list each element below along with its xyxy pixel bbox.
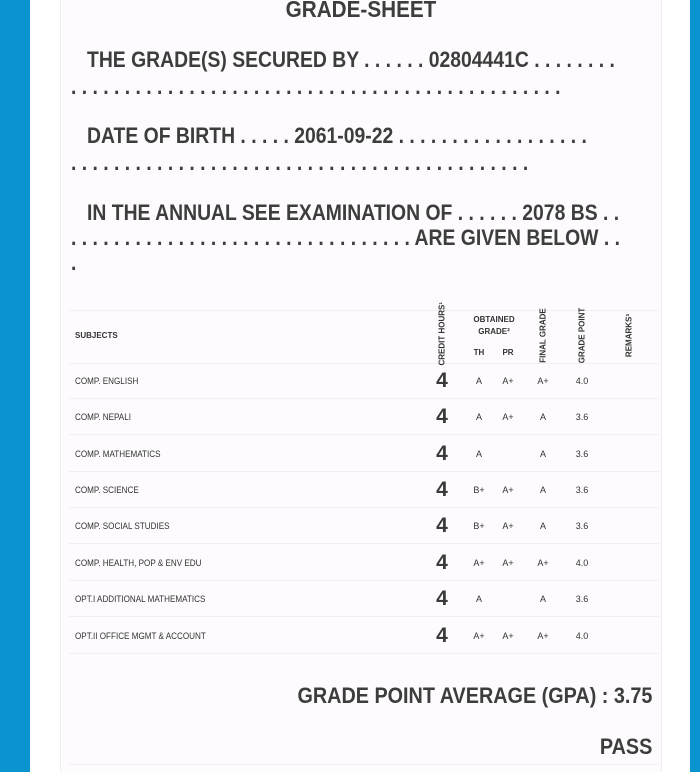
grade-point-cell: 3.6: [575, 593, 589, 604]
final-grade-cell: A: [539, 593, 546, 604]
grade-point-cell: 4.0: [575, 630, 589, 641]
theory-grade-cell: A: [475, 375, 482, 386]
theory-grade-cell: A+: [473, 557, 485, 568]
grade-point-cell: 4.0: [575, 557, 589, 568]
grade-point-cell: 3.6: [575, 411, 589, 422]
left-blue-border: [0, 0, 30, 772]
final-grade-cell: A+: [537, 557, 549, 568]
header-th: TH: [473, 348, 485, 357]
practical-grade-cell: [493, 436, 523, 471]
bottom-divider: [69, 764, 659, 765]
practical-grade-cell: [493, 581, 523, 616]
final-grade-cell: A: [539, 520, 546, 531]
grade-sheet-card: GRADE-SHEET THE GRADE(S) SECURED BY . . …: [60, 0, 662, 772]
theory-grade-cell: A: [475, 593, 482, 604]
credit-hours-cell: 4: [436, 550, 448, 574]
exam-line-1: IN THE ANNUAL SEE EXAMINATION OF . . . .…: [87, 200, 620, 225]
theory-grade-cell: B+: [473, 520, 485, 531]
exam-line-2: . . . . . . . . . . . . . . . . . . . . …: [71, 225, 620, 250]
final-grade-cell: A+: [537, 375, 549, 386]
final-grade-cell: A: [539, 484, 546, 495]
header-remarks: REMARKS³: [624, 313, 634, 358]
dob-line-1: DATE OF BIRTH . . . . . 2061-09-22 . . .…: [87, 123, 587, 148]
table-row: COMP. ENGLISH 4 A A+ A+ 4.0: [69, 363, 659, 399]
gpa-text: GRADE POINT AVERAGE (GPA) : 3.75: [297, 683, 652, 708]
subject-cell: COMP. NEPALI: [75, 411, 131, 422]
page-title: GRADE-SHEET: [285, 0, 437, 22]
theory-grade-cell: A: [475, 411, 482, 422]
table-row: COMP. SOCIAL STUDIES 4 B+ A+ A 3.6: [69, 508, 659, 544]
table-row: COMP. NEPALI 4 A A+ A 3.6: [69, 399, 659, 435]
header-credit-hours: CREDIT HOURS¹: [437, 301, 447, 366]
table-row: OPT.I ADDITIONAL MATHEMATICS 4 A A 3.6: [69, 581, 659, 617]
header-final-grade: FINAL GRADE: [538, 308, 548, 363]
header-grade-point: GRADE POINT: [577, 307, 587, 364]
grade-point-cell: 4.0: [575, 375, 589, 386]
theory-grade-cell: A: [475, 448, 482, 459]
theory-grade-cell: B+: [473, 484, 485, 495]
practical-grade-cell: A+: [502, 520, 514, 531]
table-row: COMP. HEALTH, POP & ENV EDU 4 A+ A+ A+ 4.0: [69, 545, 659, 581]
exam-line-3: .: [71, 250, 77, 275]
header-subjects: SUBJECTS: [75, 331, 118, 340]
table-row: COMP. MATHEMATICS 4 A A 3.6: [69, 436, 659, 472]
theory-grade-cell: A+: [473, 630, 485, 641]
subject-cell: COMP. SCIENCE: [75, 484, 139, 495]
practical-grade-cell: A+: [502, 557, 514, 568]
credit-hours-cell: 4: [436, 441, 448, 465]
grade-point-cell: 3.6: [575, 520, 589, 531]
practical-grade-cell: A+: [502, 375, 514, 386]
practical-grade-cell: A+: [502, 484, 514, 495]
result-text: PASS: [599, 734, 652, 759]
subject-cell: OPT.I ADDITIONAL MATHEMATICS: [75, 593, 206, 604]
secured-by-line-2: . . . . . . . . . . . . . . . . . . . . …: [71, 74, 561, 99]
credit-hours-cell: 4: [436, 404, 448, 428]
subject-cell: COMP. ENGLISH: [75, 375, 139, 386]
credit-hours-cell: 4: [436, 368, 448, 392]
table-row: OPT.II OFFICE MGMT & ACCOUNT 4 A+ A+ A+ 4.0: [69, 618, 659, 654]
practical-grade-cell: A+: [502, 411, 514, 422]
subject-cell: OPT.II OFFICE MGMT & ACCOUNT: [75, 630, 206, 641]
grade-point-cell: 3.6: [575, 484, 589, 495]
subject-cell: COMP. HEALTH, POP & ENV EDU: [75, 557, 202, 568]
secured-by-line-1: THE GRADE(S) SECURED BY . . . . . . 0280…: [87, 47, 615, 72]
dob-line-2: . . . . . . . . . . . . . . . . . . . . …: [71, 150, 529, 175]
subject-cell: COMP. SOCIAL STUDIES: [75, 520, 170, 531]
subject-cell: COMP. MATHEMATICS: [75, 448, 161, 459]
header-pr: PR: [502, 348, 514, 357]
header-obtained-grade: OBTAINED GRADE²: [473, 315, 515, 336]
table-header: SUBJECTS CREDIT HOURS¹ OBTAINED GRADE² T…: [69, 302, 659, 366]
credit-hours-cell: 4: [436, 586, 448, 610]
credit-hours-cell: 4: [436, 477, 448, 501]
right-blue-border: [690, 0, 700, 772]
credit-hours-cell: 4: [436, 623, 448, 647]
final-grade-cell: A: [539, 411, 546, 422]
grade-point-cell: 3.6: [575, 448, 589, 459]
final-grade-cell: A+: [537, 630, 549, 641]
table-row: COMP. SCIENCE 4 B+ A+ A 3.6: [69, 472, 659, 508]
practical-grade-cell: A+: [502, 630, 514, 641]
credit-hours-cell: 4: [436, 513, 448, 537]
final-grade-cell: A: [539, 448, 546, 459]
